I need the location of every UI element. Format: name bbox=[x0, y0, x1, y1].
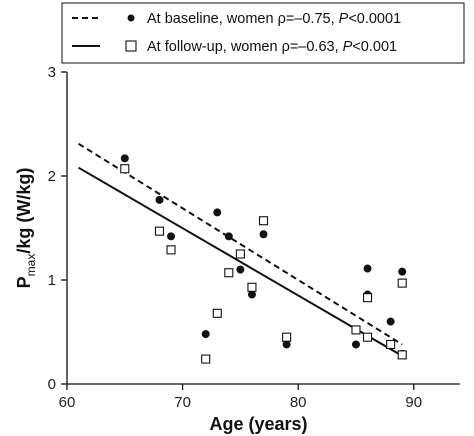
follow-up-point bbox=[397, 350, 407, 360]
baseline-point bbox=[167, 232, 176, 241]
y-axis-label-main: P bbox=[14, 276, 34, 288]
follow-up-point bbox=[212, 308, 222, 318]
x-axis-label: Age (years) bbox=[209, 414, 307, 434]
follow-up-point bbox=[386, 339, 396, 350]
baseline-point bbox=[282, 340, 291, 349]
legend-label-text: <0.001 bbox=[352, 39, 397, 55]
legend-label-text: At follow-up, women ρ=–0.63, bbox=[147, 39, 343, 55]
y-axis-label-rest: /kg (W/kg) bbox=[14, 168, 34, 254]
x-tick-label: 70 bbox=[174, 394, 191, 411]
baseline-point bbox=[155, 195, 164, 204]
follow-up-point bbox=[120, 164, 130, 174]
legend-label: At follow-up, women ρ=–0.63, P<0.001 bbox=[147, 39, 397, 55]
y-tick-label: 0 bbox=[48, 376, 56, 393]
fit-line-follow-up bbox=[78, 166, 403, 357]
y-tick-label: 3 bbox=[48, 64, 56, 81]
x-tick-label: 90 bbox=[405, 394, 422, 411]
baseline-point bbox=[247, 290, 256, 299]
x-tick-label: 80 bbox=[290, 394, 307, 411]
follow-up-point bbox=[351, 325, 361, 335]
follow-up-point bbox=[258, 216, 269, 226]
follow-up-point bbox=[362, 293, 373, 303]
baseline-point bbox=[386, 317, 395, 326]
legend-label-text: <0.0001 bbox=[348, 11, 401, 27]
follow-up-point bbox=[235, 249, 245, 259]
follow-up-point bbox=[154, 226, 165, 236]
baseline-point bbox=[259, 230, 268, 239]
y-axis-label-subscript: max bbox=[24, 254, 38, 277]
follow-up-point bbox=[201, 354, 211, 364]
y-axis-label: Pmax/kg (W/kg) bbox=[14, 168, 38, 289]
baseline-point bbox=[398, 267, 407, 276]
baseline-point bbox=[224, 232, 233, 241]
baseline-point bbox=[351, 340, 360, 349]
baseline-point bbox=[363, 264, 372, 273]
axes: 60 70 80 90 0 1 2 3 Age (years) Pmax/kg (W/kg) bbox=[14, 64, 460, 434]
baseline-point bbox=[201, 330, 210, 339]
legend-label: At baseline, women ρ=–0.75, P<0.0001 bbox=[147, 11, 401, 27]
fit-lines bbox=[78, 142, 403, 357]
follow-up-point bbox=[397, 278, 407, 288]
follow-up-point bbox=[166, 245, 176, 255]
legend-label-italic: P bbox=[343, 39, 353, 55]
legend-label-italic: P bbox=[339, 11, 349, 27]
baseline-point bbox=[120, 154, 129, 163]
follow-up-point bbox=[362, 332, 373, 342]
x-tick-label: 60 bbox=[59, 394, 76, 411]
legend-marker-circle bbox=[127, 14, 135, 22]
baseline-point bbox=[213, 208, 222, 217]
follow-up-point bbox=[224, 268, 234, 278]
fit-line-baseline bbox=[78, 142, 403, 346]
legend-label-text: At baseline, women ρ=–0.75, bbox=[147, 11, 339, 27]
data-points bbox=[120, 154, 407, 364]
follow-up-point bbox=[247, 282, 257, 292]
baseline-point bbox=[236, 265, 245, 274]
y-tick-label: 1 bbox=[48, 272, 56, 289]
y-tick-label: 2 bbox=[48, 168, 56, 185]
legend-marker-square bbox=[125, 40, 137, 52]
legend-box bbox=[61, 2, 465, 64]
follow-up-point bbox=[282, 332, 292, 342]
